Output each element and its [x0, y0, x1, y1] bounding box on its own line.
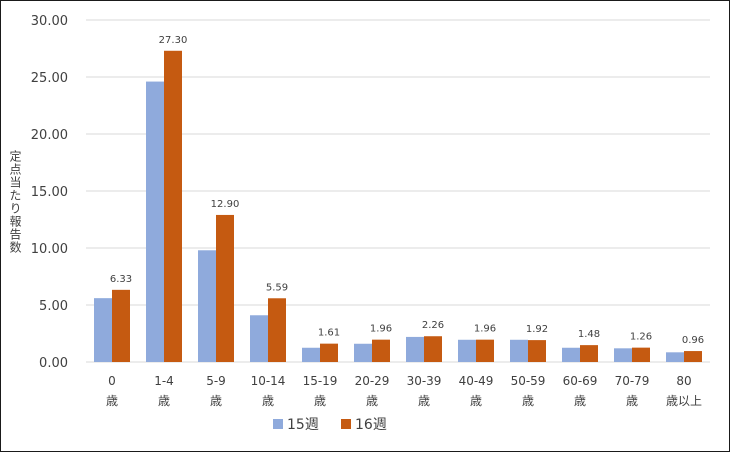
y-tick-label: 20.00 [31, 128, 68, 143]
bar-week15 [510, 339, 528, 362]
legend-label: 16週 [355, 417, 387, 433]
bar-week15 [666, 352, 684, 362]
bar-week15 [94, 298, 112, 362]
bar-week16 [112, 289, 130, 362]
data-label: 1.48 [578, 329, 600, 340]
x-category-sublabel: 歳 [210, 394, 222, 408]
x-category-label: 10-14 [251, 374, 286, 388]
x-category-label: 0 [108, 374, 116, 388]
x-category-label: 40-49 [459, 374, 494, 388]
bar-week15 [250, 315, 268, 362]
x-category-label: 50-59 [511, 374, 546, 388]
bar-week16 [164, 50, 182, 362]
x-category-sublabel: 歳以上 [666, 394, 702, 408]
x-category-sublabel: 歳 [106, 394, 118, 408]
x-category-sublabel: 歳 [574, 394, 586, 408]
bar-week16 [684, 351, 702, 362]
data-label: 27.30 [159, 35, 188, 46]
bar-week15 [146, 81, 164, 362]
bar-week16 [424, 336, 442, 362]
bar-week15 [354, 343, 372, 362]
data-label: 6.33 [110, 274, 132, 285]
x-category-label: 60-69 [563, 374, 598, 388]
data-label: 2.26 [422, 320, 444, 331]
x-category-label: 15-19 [303, 374, 338, 388]
legend-swatch [273, 419, 283, 429]
bar-week15 [406, 336, 424, 362]
y-axis-title: 定点当たり報告数 [8, 149, 22, 254]
y-tick-label: 30.00 [31, 14, 68, 29]
bars [94, 50, 702, 362]
y-tick-label: 10.00 [31, 242, 68, 257]
x-category-sublabel: 歳 [470, 394, 482, 408]
bar-week15 [458, 339, 476, 362]
bar-week16 [268, 298, 286, 362]
data-label: 12.90 [211, 199, 240, 210]
data-label: 1.92 [526, 324, 548, 335]
data-label: 0.96 [682, 335, 704, 346]
bar-week15 [562, 347, 580, 362]
y-tick-label: 15.00 [31, 185, 68, 200]
legend-label: 15週 [287, 417, 319, 433]
x-category-label: 5-9 [206, 374, 226, 388]
bar-week16 [320, 343, 338, 362]
y-axis-title: 定点当たり報告数 [8, 149, 22, 254]
data-label: 1.26 [630, 332, 652, 343]
bar-week16 [476, 339, 494, 362]
x-category-sublabel: 歳 [314, 394, 326, 408]
data-label: 1.96 [474, 324, 496, 335]
legend: 15週 16週 [273, 417, 387, 433]
bar-week16 [580, 345, 598, 362]
x-category-label: 1-4 [154, 374, 174, 388]
x-category-label: 20-29 [355, 374, 390, 388]
bar-week16 [632, 347, 650, 362]
gridlines [86, 19, 710, 363]
bar-week15 [302, 347, 320, 362]
x-category-sublabel: 歳 [522, 394, 534, 408]
x-category-sublabel: 歳 [626, 394, 638, 408]
data-labels: 6.33 27.30 12.90 5.59 1.61 1.96 2.26 1.96 1.92 1.… [110, 35, 704, 346]
bar-week15 [198, 250, 216, 362]
x-category-sublabel: 歳 [262, 394, 274, 408]
y-tick-label: 0.00 [39, 356, 68, 371]
data-label: 5.59 [266, 282, 288, 293]
y-axis-ticks: 0.00 5.00 10.00 15.00 20.00 25.00 30.00 [31, 14, 68, 371]
x-axis-categories: 0 歳 1-4 歳 5-9 歳 10-14 歳 15-19 歳 20-29 歳 30-39 歳 40-49 歳… [106, 374, 702, 408]
x-category-label: 80 [676, 374, 691, 388]
data-label: 1.96 [370, 324, 392, 335]
x-category-sublabel: 歳 [366, 394, 378, 408]
y-tick-label: 5.00 [39, 299, 68, 314]
bar-week16 [528, 340, 546, 362]
y-tick-label: 25.00 [31, 71, 68, 86]
bar-week16 [372, 339, 390, 362]
legend-swatch [341, 419, 351, 429]
x-category-sublabel: 歳 [418, 394, 430, 408]
x-category-label: 30-39 [407, 374, 442, 388]
bar-week15 [614, 348, 632, 362]
bar-week16 [216, 214, 234, 362]
x-category-sublabel: 歳 [158, 394, 170, 408]
data-label: 1.61 [318, 328, 340, 339]
x-category-label: 70-79 [615, 374, 650, 388]
